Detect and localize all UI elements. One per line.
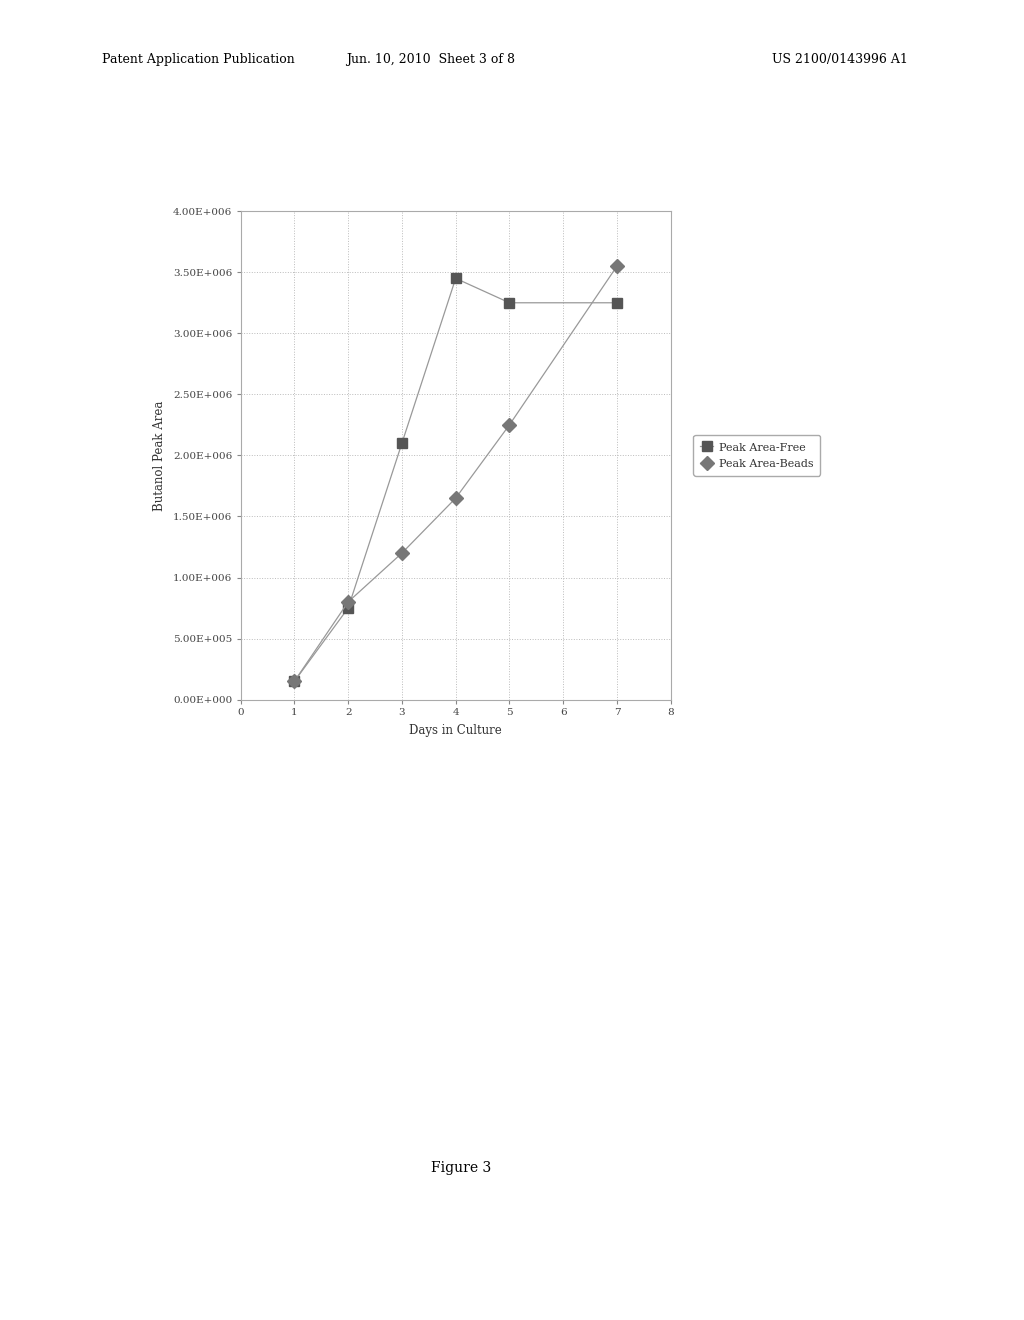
Line: Peak Area-Beads: Peak Area-Beads xyxy=(290,261,622,686)
Peak Area-Free xyxy=(610,294,623,310)
Peak Area-Beads xyxy=(342,594,354,610)
Peak Area-Free xyxy=(395,436,408,451)
Legend: Peak Area-Free, Peak Area-Beads: Peak Area-Free, Peak Area-Beads xyxy=(693,436,820,475)
Peak Area-Beads xyxy=(610,259,623,275)
Y-axis label: Butanol Peak Area: Butanol Peak Area xyxy=(154,400,166,511)
Peak Area-Free xyxy=(504,294,515,310)
Peak Area-Beads xyxy=(289,673,301,689)
Text: Patent Application Publication: Patent Application Publication xyxy=(102,53,295,66)
Line: Peak Area-Free: Peak Area-Free xyxy=(290,273,622,686)
Peak Area-Beads xyxy=(504,417,515,433)
Peak Area-Free xyxy=(450,271,462,286)
X-axis label: Days in Culture: Days in Culture xyxy=(410,723,502,737)
Peak Area-Beads xyxy=(395,545,408,561)
Peak Area-Free xyxy=(289,673,301,689)
Peak Area-Beads xyxy=(450,490,462,506)
Peak Area-Free xyxy=(342,601,354,616)
Text: Jun. 10, 2010  Sheet 3 of 8: Jun. 10, 2010 Sheet 3 of 8 xyxy=(345,53,515,66)
Text: US 2100/0143996 A1: US 2100/0143996 A1 xyxy=(772,53,907,66)
Text: Figure 3: Figure 3 xyxy=(431,1162,490,1175)
